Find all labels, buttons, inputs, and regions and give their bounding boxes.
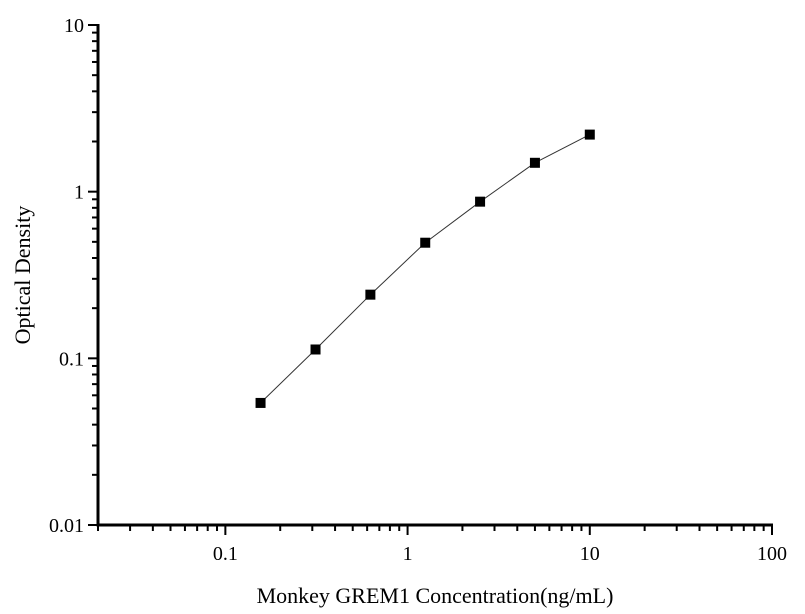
axes	[96, 24, 773, 527]
y-tick-label: 10	[64, 15, 84, 37]
x-tick-label: 100	[757, 543, 787, 565]
data-point	[420, 237, 431, 248]
data-point	[584, 129, 595, 140]
x-tick-label: 1	[403, 543, 413, 565]
y-axis-label: Optical Density	[10, 206, 35, 345]
data-point	[475, 196, 486, 207]
data-point	[529, 157, 540, 168]
data-point	[310, 344, 321, 355]
series-line	[260, 134, 591, 404]
y-tick-label: 1	[74, 182, 84, 204]
ticks: 0.1 1 10 100 0.01 0.1 1 10	[49, 15, 787, 565]
y-tick-label: 0.1	[59, 348, 84, 370]
data-point	[365, 289, 376, 300]
y-tick-label: 0.01	[49, 515, 84, 537]
data-point	[255, 397, 266, 408]
x-axis-label: Monkey GREM1 Concentration(ng/mL)	[257, 583, 614, 608]
x-tick-label: 0.1	[213, 543, 238, 565]
plot-area	[255, 129, 595, 408]
x-tick-label: 10	[580, 543, 600, 565]
